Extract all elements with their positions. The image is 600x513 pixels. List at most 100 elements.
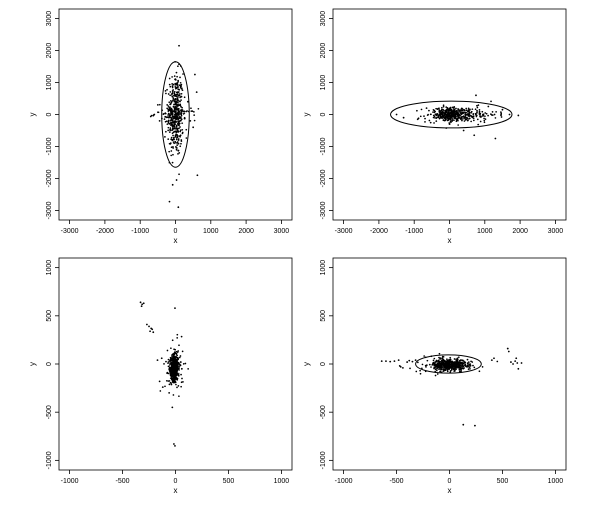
- x-tick-label: 3000: [274, 228, 290, 235]
- x-tick-label: -3000: [61, 228, 79, 235]
- data-point: [430, 366, 432, 368]
- x-tick-label: 3000: [548, 228, 564, 235]
- y-tick-label: -3000: [46, 201, 53, 219]
- data-point: [455, 109, 458, 112]
- data-point: [416, 109, 418, 112]
- data-point: [160, 357, 163, 360]
- data-point: [170, 368, 172, 371]
- data-point: [455, 368, 457, 371]
- data-point: [457, 109, 460, 111]
- data-point: [176, 84, 179, 87]
- data-point: [491, 114, 494, 116]
- data-point: [442, 116, 445, 119]
- data-point: [456, 116, 458, 118]
- data-point: [432, 359, 435, 362]
- data-point: [446, 107, 449, 109]
- data-point: [479, 116, 482, 118]
- data-point: [171, 365, 173, 368]
- data-point: [171, 121, 174, 124]
- data-point: [446, 116, 449, 119]
- data-point: [173, 360, 176, 362]
- data-point: [448, 107, 451, 110]
- data-point: [185, 110, 188, 113]
- data-point: [438, 117, 441, 120]
- data-point: [173, 379, 176, 382]
- data-point: [494, 117, 497, 119]
- y-tick-label: -500: [46, 405, 53, 419]
- data-point: [459, 359, 462, 361]
- data-point: [166, 104, 169, 106]
- data-point: [452, 362, 455, 365]
- data-point: [177, 206, 180, 209]
- data-point: [473, 366, 476, 369]
- data-point: [445, 363, 448, 366]
- data-point: [461, 116, 464, 118]
- data-point: [465, 107, 468, 110]
- data-point: [189, 119, 192, 122]
- data-point: [484, 112, 487, 114]
- data-point: [172, 360, 175, 363]
- data-point: [171, 161, 174, 164]
- data-point: [507, 350, 510, 353]
- data-point: [197, 107, 200, 110]
- data-point: [169, 128, 172, 131]
- data-point: [173, 126, 176, 128]
- data-point: [171, 76, 173, 78]
- data-point: [432, 362, 434, 365]
- x-tick-label: 1000: [477, 228, 493, 235]
- y-tick-label: 0: [320, 112, 327, 116]
- data-point: [428, 109, 430, 112]
- x-tick-label: -2000: [96, 228, 114, 235]
- data-point: [170, 100, 172, 102]
- data-point: [466, 362, 469, 364]
- data-point: [186, 100, 189, 103]
- data-point: [175, 365, 178, 368]
- data-point: [426, 359, 429, 362]
- data-point: [421, 363, 424, 366]
- data-point: [167, 116, 170, 119]
- data-point: [175, 127, 178, 130]
- data-point: [461, 118, 464, 120]
- data-point: [152, 331, 155, 334]
- data-point: [178, 356, 181, 359]
- x-tick-label: -1000: [131, 228, 149, 235]
- data-point: [172, 394, 175, 396]
- data-point: [165, 130, 167, 133]
- x-tick-label: 1000: [203, 228, 219, 235]
- data-point: [520, 362, 523, 364]
- data-point: [174, 108, 177, 111]
- data-point: [178, 109, 180, 111]
- data-point: [434, 113, 437, 116]
- data-point: [176, 141, 179, 143]
- data-point: [490, 359, 493, 362]
- data-point: [442, 367, 445, 369]
- data-point: [177, 86, 180, 88]
- data-point: [440, 368, 442, 371]
- data-point: [180, 385, 182, 388]
- data-point: [180, 367, 183, 370]
- data-point: [178, 395, 180, 398]
- data-point: [462, 359, 464, 362]
- data-point: [179, 116, 182, 118]
- data-point: [180, 142, 182, 145]
- data-point: [180, 381, 183, 384]
- data-point: [443, 366, 446, 368]
- data-point: [467, 368, 470, 370]
- data-point: [439, 112, 442, 115]
- x-tick-label: 2000: [238, 228, 254, 235]
- confidence-ellipse: [161, 61, 190, 168]
- data-point: [177, 101, 179, 104]
- data-point: [434, 364, 436, 366]
- data-point: [179, 103, 181, 106]
- data-point: [442, 361, 445, 363]
- data-point: [173, 376, 175, 379]
- data-point: [156, 359, 159, 362]
- x-tick-label: -3000: [335, 228, 353, 235]
- data-point: [158, 103, 161, 106]
- data-point: [164, 135, 166, 138]
- data-point: [380, 360, 383, 363]
- data-point: [469, 364, 472, 367]
- data-point: [460, 113, 463, 115]
- data-point: [193, 119, 196, 122]
- x-tick-label: -1000: [61, 478, 79, 485]
